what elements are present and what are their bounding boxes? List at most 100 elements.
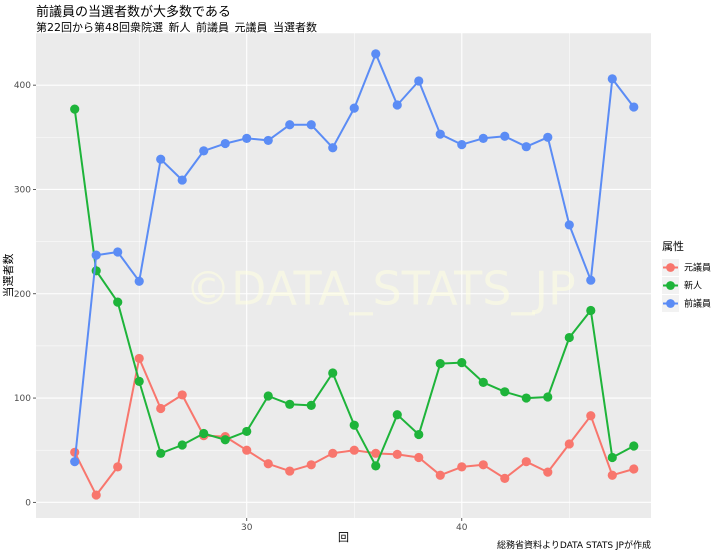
data-point (607, 470, 617, 480)
data-point (285, 120, 295, 130)
chart-subtitle: 第22回から第48回衆院選_新人_前議員_元議員_当選者数 (36, 20, 317, 34)
data-point (113, 297, 123, 307)
data-point (199, 428, 209, 439)
legend-title: 属性 (662, 239, 684, 253)
data-point (70, 457, 80, 467)
data-point (177, 175, 187, 185)
data-point (349, 445, 359, 455)
data-point (543, 467, 553, 477)
legend-label: 元議員 (684, 262, 711, 274)
data-point (457, 357, 467, 368)
data-point (500, 387, 510, 397)
data-point (564, 439, 574, 449)
data-point (564, 220, 574, 230)
data-point (263, 391, 273, 401)
data-point (435, 129, 445, 139)
data-point (371, 461, 381, 471)
data-point (371, 448, 381, 458)
data-point (435, 359, 445, 369)
x-tick-label: 40 (456, 523, 468, 533)
data-point (242, 133, 252, 143)
data-point (392, 100, 402, 110)
legend-item: 新人 (662, 277, 702, 294)
data-point (500, 131, 510, 141)
data-point (91, 266, 101, 276)
data-point (349, 103, 359, 113)
data-point (607, 74, 617, 84)
data-point (500, 473, 510, 483)
data-point (134, 376, 144, 386)
data-point (586, 411, 596, 421)
data-point (586, 305, 596, 316)
data-point (457, 462, 467, 472)
data-point (306, 120, 316, 130)
data-point (521, 393, 531, 403)
data-point (478, 377, 488, 388)
y-axis-title: 当選者数 (1, 254, 15, 298)
data-point (242, 426, 252, 437)
data-point (629, 441, 639, 451)
data-point (134, 276, 144, 286)
series-layer (70, 49, 639, 500)
data-point (220, 435, 230, 445)
data-point (156, 448, 166, 458)
data-point (371, 49, 381, 59)
data-point (306, 400, 316, 410)
legend-item: 元議員 (662, 259, 711, 276)
data-point (435, 470, 445, 480)
data-point (177, 440, 187, 450)
data-point (457, 140, 467, 150)
data-point (414, 429, 424, 440)
legend-key-point (666, 263, 675, 272)
data-point (156, 403, 166, 414)
x-axis-title: 回 (338, 531, 349, 544)
y-axis: 0 100 200 300 400 (14, 81, 36, 508)
data-point (91, 490, 101, 500)
data-point (242, 445, 252, 455)
data-point (91, 250, 101, 260)
data-point (478, 133, 488, 143)
data-point (478, 460, 488, 470)
data-point (543, 132, 553, 142)
y-tick-label: 200 (14, 290, 31, 300)
watermark: ©DATA_STATS_JP (185, 262, 576, 316)
data-point (414, 452, 424, 463)
data-point (543, 392, 553, 402)
data-point (521, 142, 531, 152)
data-point (607, 452, 617, 463)
data-point (177, 390, 187, 400)
y-tick-label: 300 (14, 185, 31, 195)
data-point (414, 76, 424, 86)
series (70, 104, 639, 471)
data-point (70, 104, 80, 114)
data-point (564, 332, 574, 343)
data-point (285, 466, 295, 476)
data-point (263, 459, 273, 469)
chart-caption: 総務省資料よりDATA STATS JPが作成 (497, 539, 651, 551)
data-point (521, 457, 531, 467)
legend-item: 前議員 (662, 295, 711, 312)
data-point (113, 247, 123, 257)
x-tick-label: 30 (241, 523, 253, 533)
legend-key-point (666, 281, 675, 290)
legend-label: 新人 (684, 280, 702, 292)
x-axis: 30 40 (241, 518, 468, 533)
data-point (306, 460, 316, 470)
data-point (134, 353, 144, 364)
y-tick-label: 400 (14, 81, 31, 91)
data-point (328, 143, 338, 153)
data-point (285, 399, 295, 409)
legend-key-point (666, 299, 675, 308)
data-point (199, 146, 209, 156)
chart-title: 前議員の当選者数が大多数である (36, 4, 231, 20)
data-point (629, 102, 639, 112)
data-point (629, 464, 639, 474)
data-point (113, 462, 123, 472)
series (70, 353, 639, 500)
y-tick-label: 0 (25, 498, 31, 508)
data-point (392, 449, 402, 459)
data-point (349, 420, 359, 430)
data-point (328, 368, 338, 378)
